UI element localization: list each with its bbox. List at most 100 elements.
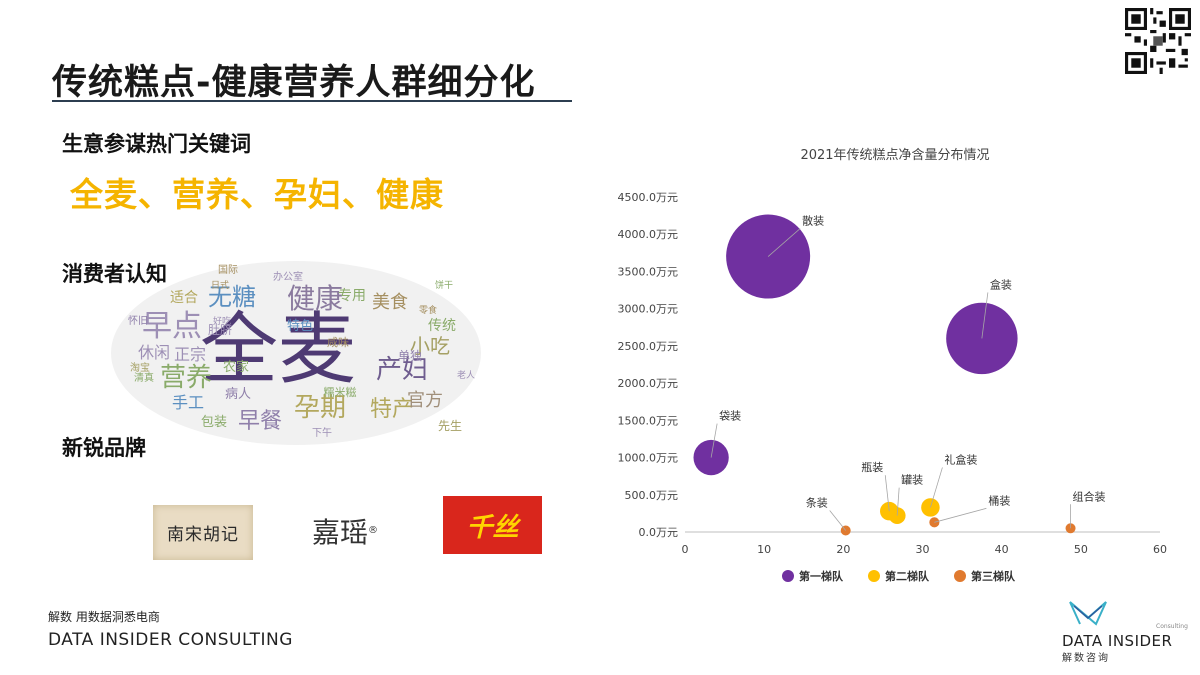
wordcloud-word: 清真 (134, 371, 154, 384)
wordcloud-word: 国际 (218, 264, 238, 276)
wordcloud-word: 专用 (338, 288, 366, 304)
bubble-point (921, 498, 940, 517)
wordcloud-word: 日式 (211, 279, 229, 291)
wordcloud-word: 先生 (438, 419, 462, 433)
wordcloud-word: 农家 (223, 359, 249, 375)
wordcloud-word: 特产 (370, 397, 414, 422)
bubble-label: 桶装 (988, 493, 1010, 507)
wordcloud-word: 饼干 (435, 279, 453, 291)
wordcloud-word: 糯米糍 (324, 385, 357, 399)
x-tick-label: 20 (836, 543, 850, 556)
x-tick-label: 10 (757, 543, 771, 556)
y-tick-label: 1500.0万元 (618, 414, 679, 427)
title-underline (52, 100, 572, 102)
y-tick-label: 4500.0万元 (618, 191, 679, 204)
x-tick-label: 40 (995, 543, 1009, 556)
legend-label: 第二梯队 (885, 569, 930, 583)
wordcloud-word: 特色 (287, 318, 313, 334)
logo-bowtie-icon (1069, 601, 1107, 626)
legend-marker (954, 570, 966, 582)
wordcloud-word: 健康 (287, 282, 343, 315)
wordcloud-word: 老人 (457, 369, 475, 381)
bubble-label: 袋装 (719, 409, 741, 423)
registered-mark: ® (368, 525, 378, 536)
wordcloud-word: 美食 (372, 292, 408, 313)
wordcloud-word: 手工 (172, 393, 204, 412)
y-tick-label: 1000.0万元 (618, 452, 679, 465)
x-tick-label: 0 (682, 543, 689, 556)
wordcloud-word: 单独 (398, 349, 422, 363)
data-insider-logo: Consulting DATA INSIDER 解数咨询 (1062, 601, 1188, 664)
y-tick-label: 2000.0万元 (618, 377, 679, 390)
wordcloud-word: 适合 (170, 290, 198, 306)
wordcloud-word: 包装 (201, 415, 227, 430)
label-leader-line (981, 292, 989, 339)
bubble-chart: 2021年传统糕点净含量分布情况 0.0万元 500.0万元 1000.0万元 150… (618, 147, 1168, 583)
bubble-label: 礼盒装 (944, 452, 977, 466)
footer-company: DATA INSIDER CONSULTING (48, 630, 293, 650)
wordcloud-word: 病人 (225, 387, 251, 402)
qr-code-icon (1125, 8, 1191, 74)
wordcloud-word: 零食 (419, 304, 437, 316)
wordcloud-word: 休闲 (138, 343, 170, 362)
legend-marker (868, 570, 880, 582)
logo-name: DATA INSIDER (1062, 632, 1172, 650)
bubble-label: 散装 (802, 214, 824, 228)
brand-logo-jiayao: 嘉瑶 ® (300, 508, 390, 553)
x-tick-label: 50 (1074, 543, 1088, 556)
y-tick-label: 2500.0万元 (618, 340, 679, 353)
wordcloud-word: 小吃 (410, 334, 450, 358)
legend-label: 第三梯队 (971, 569, 1016, 583)
label-leader-line (930, 467, 943, 508)
consumer-section-label: 消费者认知 (62, 262, 167, 286)
label-leader-line (767, 228, 801, 257)
brand-logo-nansong: 南宋胡记 (153, 505, 253, 560)
wordcloud-word: 办公室 (273, 270, 303, 283)
wordcloud-word: 早餐 (238, 409, 282, 434)
brand-name-qiansi: 千丝 (466, 512, 519, 543)
wordcloud-word: 产妇 (376, 355, 428, 385)
y-tick-label: 3000.0万元 (618, 303, 679, 316)
bubble-label: 盒装 (990, 277, 1012, 291)
y-tick-label: 0.0万元 (639, 526, 679, 539)
wordcloud-word: 正宗 (174, 345, 206, 364)
x-tick-label: 60 (1153, 543, 1167, 556)
label-leader-line (884, 475, 890, 512)
footer-slogan: 解数 用数据洞悉电商 (48, 610, 160, 624)
slide-title: 传统糕点-健康营养人群细分化 (52, 63, 536, 103)
wordcloud-word: 咸味 (327, 336, 349, 349)
chart-title: 2021年传统糕点净含量分布情况 (800, 147, 989, 163)
bubble-label: 条装 (806, 496, 828, 510)
label-leader-line (829, 510, 847, 531)
brand-name-jiayao: 嘉瑶 (311, 515, 368, 549)
legend-marker (782, 570, 794, 582)
bubble-label: 瓶装 (861, 460, 883, 474)
brand-logo-qiansi: 千丝 (443, 496, 542, 554)
wordcloud-word: 肚脐 (208, 322, 232, 337)
wordcloud-word: 早点 (142, 309, 202, 344)
wordcloud-word: 官方 (407, 390, 443, 411)
y-tick-label: 500.0万元 (625, 489, 679, 502)
wordcloud-word: 全麦 (200, 305, 356, 395)
wordcloud-word: 传统 (428, 318, 456, 334)
wordcloud-word: 淘宝 (130, 361, 150, 374)
logo-cn: 解数咨询 (1062, 651, 1110, 664)
label-leader-line (934, 507, 987, 523)
bubble-label: 罐装 (901, 474, 923, 487)
x-tick-label: 30 (916, 543, 930, 556)
wordcloud-word: 怀旧 (128, 315, 148, 327)
hot-keywords: 全麦、营养、孕妇、健康 (70, 175, 444, 214)
logo-small-text: Consulting (1156, 623, 1188, 630)
brand-name-nansong: 南宋胡记 (167, 525, 239, 545)
bubble-point (929, 517, 940, 528)
label-leader-line (896, 487, 900, 516)
brands-section-label: 新锐品牌 (62, 436, 146, 460)
legend-label: 第一梯队 (799, 569, 844, 583)
wordcloud-word: 无糖 (208, 283, 256, 311)
wordcloud-word: 营养 (160, 363, 212, 393)
bubble-point (946, 302, 1018, 375)
wordcloud-word: 下午 (312, 426, 332, 439)
label-leader-line (710, 423, 718, 458)
wordcloud-word: 孕期 (294, 393, 346, 423)
